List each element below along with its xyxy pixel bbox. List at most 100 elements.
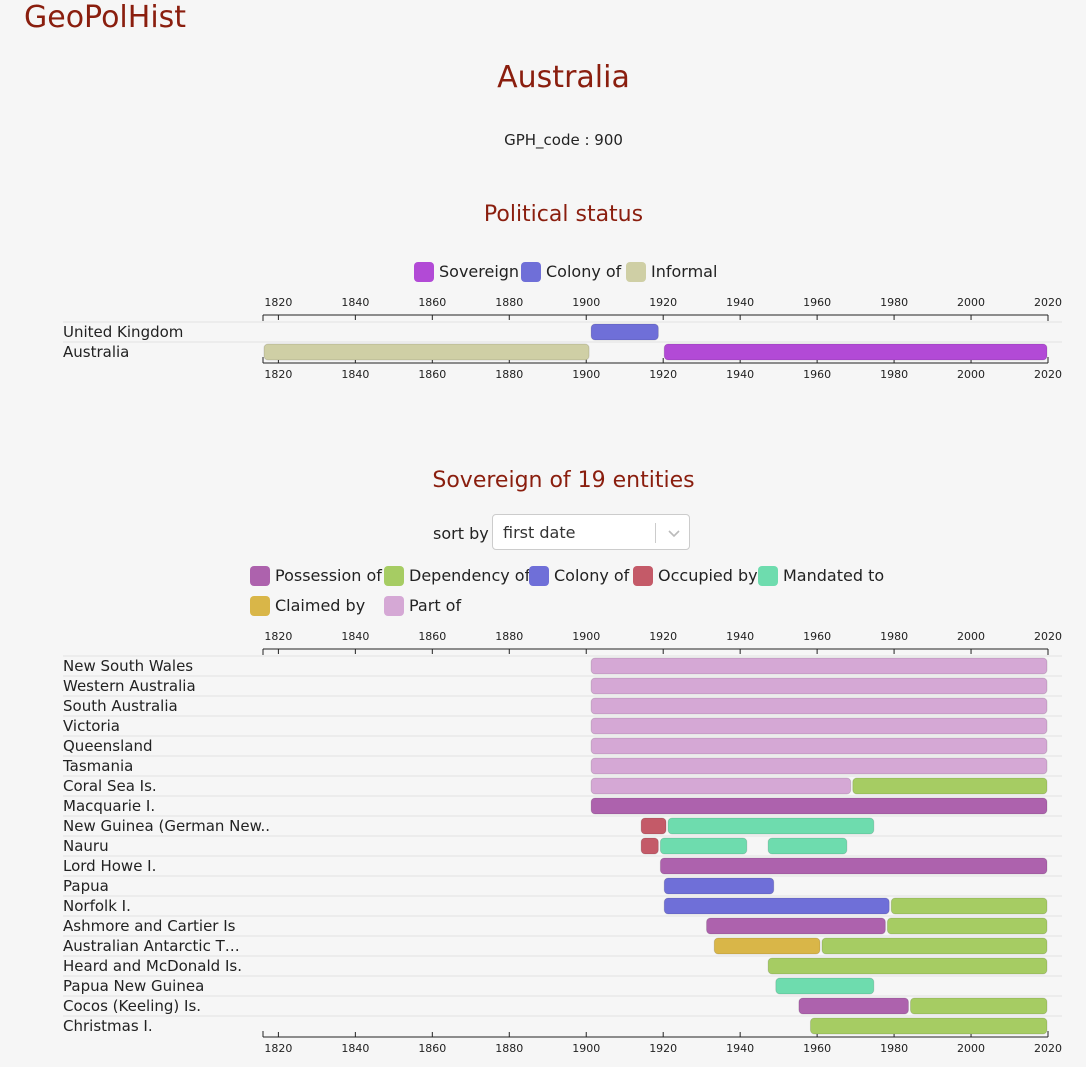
x-tick-label: 1840 xyxy=(341,630,369,643)
row-label-australian-antarctic-t[interactable]: Australian Antarctic T… xyxy=(63,937,240,955)
timeline-bar-australia-informal xyxy=(263,343,590,361)
timeline-bar-australian-antarctic-t-dependency-of xyxy=(821,937,1048,955)
row-label-nauru[interactable]: Nauru xyxy=(63,837,109,855)
sovereign-legend-occupied-by[interactable]: Occupied by xyxy=(633,566,758,586)
legend-label: Informal xyxy=(651,262,718,281)
timeline-bar-cocos-keeling-is-dependency-of xyxy=(909,997,1048,1015)
row-label-cocos-keeling-is[interactable]: Cocos (Keeling) Is. xyxy=(63,997,202,1015)
row-label-new-guinea-german-new[interactable]: New Guinea (German New.. xyxy=(63,817,271,835)
legend-label: Occupied by xyxy=(658,566,758,585)
row-label-united-kingdom[interactable]: United Kingdom xyxy=(63,323,184,341)
brand-logo[interactable]: GeoPolHist xyxy=(24,0,187,35)
sort-label: sort by xyxy=(433,524,489,543)
x-tick-label: 1840 xyxy=(341,296,369,309)
x-tick-label: 1940 xyxy=(726,368,754,381)
row-label-queensland[interactable]: Queensland xyxy=(63,737,153,755)
political-status-legend-colony-of[interactable]: Colony of xyxy=(521,262,621,282)
timeline-bar-new-south-wales-part-of xyxy=(590,657,1048,675)
timeline-bar-norfolk-i-dependency-of xyxy=(890,897,1048,915)
timeline-bar-tasmania-part-of xyxy=(590,757,1048,775)
political-status-title: Political status xyxy=(483,202,644,227)
row-label-western-australia[interactable]: Western Australia xyxy=(63,677,196,695)
political-status-legend-sovereign[interactable]: Sovereign xyxy=(414,262,519,282)
timeline-bar-papua-colony-of xyxy=(663,877,775,895)
x-tick-label: 1920 xyxy=(649,630,677,643)
row-label-tasmania[interactable]: Tasmania xyxy=(63,757,134,775)
sovereign-legend-dependency-of[interactable]: Dependency of xyxy=(384,566,530,586)
x-tick-label: 1860 xyxy=(418,1042,446,1055)
x-tick-label: 1920 xyxy=(649,1042,677,1055)
legend-swatch xyxy=(250,596,270,616)
timeline-bar-victoria-part-of xyxy=(590,717,1048,735)
timeline-bar-ashmore-and-cartier-is-possession-of xyxy=(706,917,886,935)
legend-swatch xyxy=(758,566,778,586)
legend-swatch xyxy=(250,566,270,586)
x-tick-label: 1980 xyxy=(880,630,908,643)
x-tick-label: 1820 xyxy=(264,630,292,643)
row-label-norfolk-i[interactable]: Norfolk I. xyxy=(63,897,131,915)
row-label-victoria[interactable]: Victoria xyxy=(63,717,120,735)
x-tick-label: 1900 xyxy=(572,1042,600,1055)
timeline-bar-australia-sovereign xyxy=(663,343,1048,361)
legend-label: Part of xyxy=(409,596,462,615)
timeline-bar-papua-new-guinea-mandated-to xyxy=(775,977,875,995)
x-tick-label: 1900 xyxy=(572,630,600,643)
x-tick-label: 2020 xyxy=(1034,296,1062,309)
x-tick-label: 1940 xyxy=(726,296,754,309)
x-tick-label: 2000 xyxy=(957,630,985,643)
row-label-papua[interactable]: Papua xyxy=(63,877,109,895)
legend-label: Claimed by xyxy=(275,596,366,615)
timeline-bar-united-kingdom-colony-of xyxy=(590,323,659,341)
x-tick-label: 1840 xyxy=(341,368,369,381)
x-tick-label: 1980 xyxy=(880,1042,908,1055)
row-label-ashmore-and-cartier-is[interactable]: Ashmore and Cartier Is xyxy=(63,917,236,935)
timeline-bar-coral-sea-is-part-of xyxy=(590,777,852,795)
sovereign-legend-colony-of[interactable]: Colony of xyxy=(529,566,629,586)
x-tick-label: 2000 xyxy=(957,296,985,309)
timeline-bar-new-guinea-german-new-mandated-to xyxy=(667,817,875,835)
timeline-bar-norfolk-i-colony-of xyxy=(663,897,890,915)
chevron-down-icon[interactable] xyxy=(664,523,684,543)
sovereign-legend-claimed-by[interactable]: Claimed by xyxy=(250,596,365,616)
x-tick-label: 1960 xyxy=(803,1042,831,1055)
row-label-australia[interactable]: Australia xyxy=(63,343,130,361)
x-tick-label: 1920 xyxy=(649,296,677,309)
x-tick-label: 1880 xyxy=(495,630,523,643)
x-tick-label: 1920 xyxy=(649,368,677,381)
x-tick-label: 1860 xyxy=(418,630,446,643)
x-tick-label: 2000 xyxy=(957,1042,985,1055)
row-label-new-south-wales[interactable]: New South Wales xyxy=(63,657,194,675)
sovereign-legend-part-of[interactable]: Part of xyxy=(384,596,461,616)
row-label-christmas-i[interactable]: Christmas I. xyxy=(63,1017,153,1035)
sovereign-legend-mandated-to[interactable]: Mandated to xyxy=(758,566,884,586)
x-tick-label: 1860 xyxy=(418,368,446,381)
legend-label: Colony of xyxy=(546,262,622,281)
legend-swatch xyxy=(384,566,404,586)
legend-label: Mandated to xyxy=(783,566,885,585)
x-tick-label: 1840 xyxy=(341,1042,369,1055)
timeline-bar-new-guinea-german-new-occupied-by xyxy=(640,817,667,835)
sort-select[interactable]: first date xyxy=(492,514,690,550)
political-status-legend-informal[interactable]: Informal xyxy=(626,262,717,282)
page-title: Australia xyxy=(497,60,630,95)
row-label-macquarie-i[interactable]: Macquarie I. xyxy=(63,797,156,815)
sovereign-legend-possession-of[interactable]: Possession of xyxy=(250,566,382,586)
x-tick-label: 1820 xyxy=(264,368,292,381)
row-label-south-australia[interactable]: South Australia xyxy=(63,697,178,715)
x-tick-label: 1820 xyxy=(264,296,292,309)
x-tick-label: 1880 xyxy=(495,368,523,381)
timeline-bar-nauru-mandated-to xyxy=(767,837,848,855)
x-tick-label: 1880 xyxy=(495,1042,523,1055)
timeline-bar-nauru-occupied-by xyxy=(640,837,659,855)
timeline-bar-queensland-part-of xyxy=(590,737,1048,755)
legend-label: Sovereign xyxy=(439,262,520,281)
row-label-lord-howe-i[interactable]: Lord Howe I. xyxy=(63,857,157,875)
legend-swatch xyxy=(384,596,404,616)
row-label-heard-and-mcdonald-is[interactable]: Heard and McDonald Is. xyxy=(63,957,242,975)
row-label-coral-sea-is[interactable]: Coral Sea Is. xyxy=(63,777,157,795)
x-tick-label: 1820 xyxy=(264,1042,292,1055)
x-tick-label: 1900 xyxy=(572,296,600,309)
row-label-papua-new-guinea[interactable]: Papua New Guinea xyxy=(63,977,205,995)
